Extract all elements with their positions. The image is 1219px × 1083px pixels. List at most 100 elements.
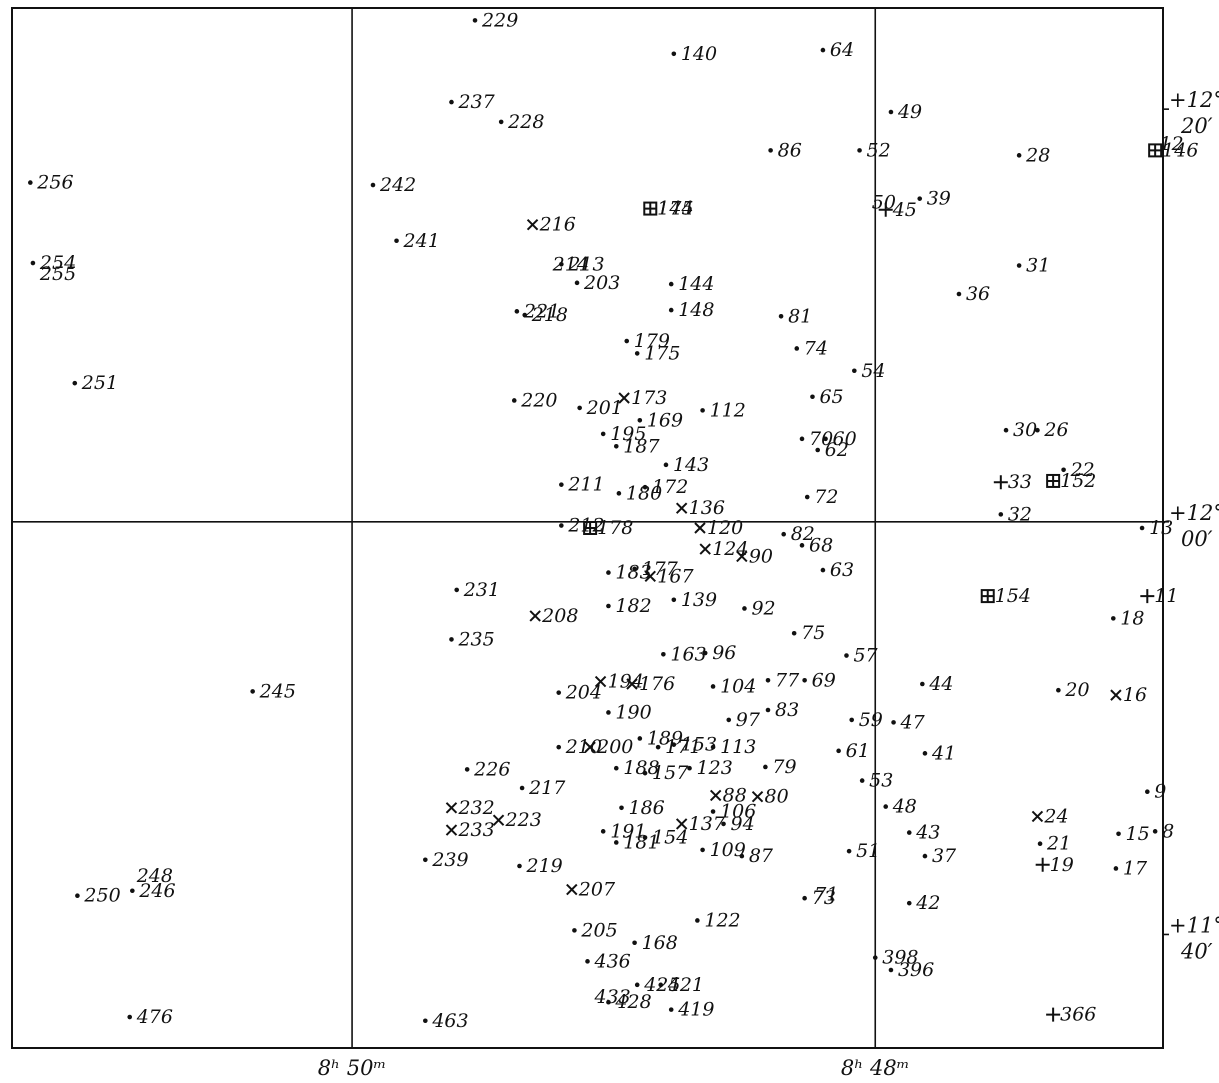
star-label-151: 122 [704,909,740,931]
star-248-142: 248 [136,865,173,887]
star-dot-112 [763,764,768,770]
star-label-161: 428 [614,991,651,1013]
star-dot-109 [613,765,619,771]
star-41-107: 41 [922,742,956,764]
star-plus-74 [1140,589,1155,604]
star-label-137: 37 [932,845,957,867]
star-396-153: 396 [888,959,934,981]
star-label-36: 251 [81,372,118,394]
star-178-61: 178 [583,517,633,539]
star-label-125: 94 [731,813,755,835]
star-dot-33 [778,313,784,319]
star-140-1: 140 [671,43,717,65]
star-label-143: 246 [138,880,175,902]
star-398-152: 398 [872,947,919,969]
star-label-80: 235 [457,628,494,650]
star-dot-76 [606,603,611,609]
star-148-30: 148 [668,299,714,321]
star-22-56: 22 [1061,459,1095,481]
star-label-101: 200 [596,736,633,758]
star-221-28: 221 [514,300,560,322]
star-label-10: 28 [1025,144,1050,166]
star-97-99: 97 [726,709,761,731]
star-cross-118 [445,802,458,814]
star-label-150: 168 [642,932,678,954]
star-label-117: 80 [765,786,789,808]
star-cross-66 [699,543,711,555]
star-label-81: 75 [801,622,825,644]
star-box-plus-9 [1149,144,1162,157]
star-207-145: 207 [566,879,616,901]
star-label-34: 74 [804,337,828,359]
star-428-161: 428 [606,991,652,1013]
star-75-81: 75 [791,622,825,644]
star-211-51: 211 [559,474,605,496]
star-label-70: 183 [615,562,651,584]
star-24-122: 24 [1031,805,1069,827]
star-dot-121 [883,804,889,809]
star-label-138: 239 [431,849,468,871]
star-label-132: 154 [652,827,688,849]
star-dot-10 [1016,153,1022,158]
star-68-64: 68 [799,534,833,556]
star-dot-80 [449,637,454,642]
star-188-109: 188 [613,757,660,779]
star-label-140: 19 [1050,854,1074,876]
star-dot-71 [632,566,637,572]
star-label-84: 57 [853,645,878,667]
star-69-91: 69 [802,669,836,691]
star-label-39: 201 [586,397,623,419]
star-label-68: 63 [830,559,854,581]
star-label-12: 242 [379,174,416,196]
star-dot-97 [849,717,855,723]
star-65-42: 65 [810,386,844,408]
star-32-59: 32 [998,503,1032,525]
star-dot-36 [72,380,78,386]
star-label-9: 146 [1162,139,1198,161]
star-label-79: 18 [1120,607,1144,629]
star-label-29: 218 [531,304,568,326]
star-label-98: 47 [900,711,926,733]
dec-tick-label-0-min: 20′ [1180,114,1213,138]
star-dot-98 [891,720,896,725]
star-dot-99 [726,717,732,723]
star-label-2: 64 [830,39,854,61]
star-label-94: 16 [1123,684,1147,706]
star-label-38: 220 [520,389,557,411]
star-label-31: 179 [634,330,670,352]
star-dot-39 [577,405,582,411]
star-dot-113 [859,778,865,783]
star-label-162: 419 [677,999,714,1021]
star-83-96: 83 [765,699,799,721]
star-216-18: 216 [526,214,576,236]
star-51-136: 51 [846,840,880,862]
dec-tick-label-2-min: 40′ [1180,939,1213,963]
star-120-62: 120 [694,517,743,539]
star-dot-100 [556,744,562,750]
star-33-54: 33 [993,471,1032,493]
star-label-148: 42 [915,892,940,914]
star-box-plus-14 [644,202,657,215]
star-label-46: 60 [833,428,857,450]
star-dot-46 [823,436,828,442]
star-dot-58 [804,494,810,500]
star-246-143: 246 [130,880,176,902]
star-71-147: 71 [814,883,838,905]
star-dot-120 [710,809,716,814]
star-label-158: 476 [136,1006,173,1028]
star-label-69: 231 [463,579,500,601]
star-57-84: 57 [844,645,879,667]
star-label-21: 255 [39,263,76,285]
star-19-140: 19 [1035,854,1074,876]
star-37-137: 37 [922,845,957,867]
star-476-158: 476 [127,1006,173,1028]
star-dot-24 [574,280,580,286]
star-dot-119 [619,805,624,811]
star-label-67: 90 [749,545,773,567]
star-label-33: 81 [788,305,812,327]
star-256-11: 256 [28,172,74,194]
star-232-118: 232 [445,797,495,819]
star-255-21: 255 [39,263,76,285]
star-dot-107 [922,751,928,756]
star-label-100: 210 [565,736,602,758]
